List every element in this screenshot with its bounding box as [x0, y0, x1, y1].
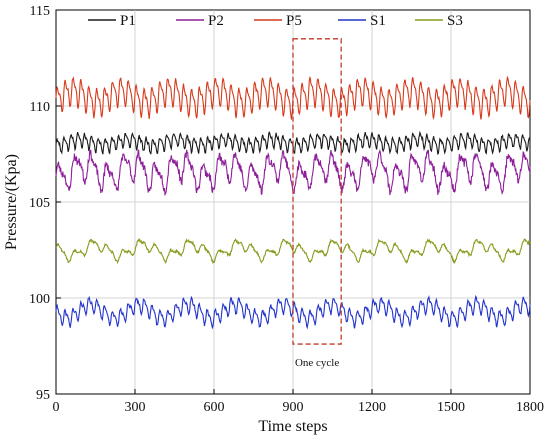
x-tick-label: 1200	[358, 400, 386, 415]
legend-label: S1	[370, 13, 386, 29]
legend: P1 P2 P5 S1 S3	[88, 13, 463, 29]
legend-label: S3	[447, 13, 463, 29]
x-tick-label: 600	[204, 400, 225, 415]
y-tick-label: 105	[29, 196, 50, 211]
x-tick-label: 900	[283, 400, 304, 415]
legend-item-p1: P1	[88, 13, 136, 29]
x-tick-label: 1500	[437, 400, 465, 415]
legend-item-p2: P2	[176, 13, 224, 29]
axis-ticks: 0 300 600 900 1200 1500 1800 95 100 105 110 115	[29, 4, 544, 415]
y-tick-label: 100	[29, 292, 50, 307]
legend-label: P2	[208, 13, 224, 29]
y-tick-label: 115	[30, 4, 50, 19]
series-line-p5	[55, 75, 531, 120]
one-cycle-annotation: One cycle	[292, 38, 342, 369]
x-tick-label: 300	[125, 400, 146, 415]
legend-item-s3: S3	[415, 13, 463, 29]
y-tick-label: 110	[30, 100, 50, 115]
legend-label: P5	[286, 13, 302, 29]
legend-label: P1	[120, 13, 136, 29]
x-tick-label: 0	[53, 400, 60, 415]
one-cycle-box	[292, 38, 342, 345]
series-line-p1	[55, 130, 531, 155]
y-tick-label: 95	[36, 388, 50, 403]
series-line-s3	[55, 238, 531, 265]
y-axis-label: Pressure/(Kpa)	[3, 154, 20, 250]
x-tick-label: 1800	[516, 400, 544, 415]
legend-item-s1: S1	[338, 13, 386, 29]
one-cycle-label: One cycle	[295, 357, 339, 369]
legend-item-p5: P5	[254, 13, 302, 29]
x-axis-label: Time steps	[258, 418, 327, 435]
